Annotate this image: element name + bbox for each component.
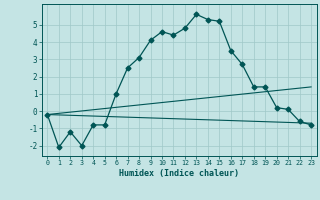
X-axis label: Humidex (Indice chaleur): Humidex (Indice chaleur) [119,169,239,178]
